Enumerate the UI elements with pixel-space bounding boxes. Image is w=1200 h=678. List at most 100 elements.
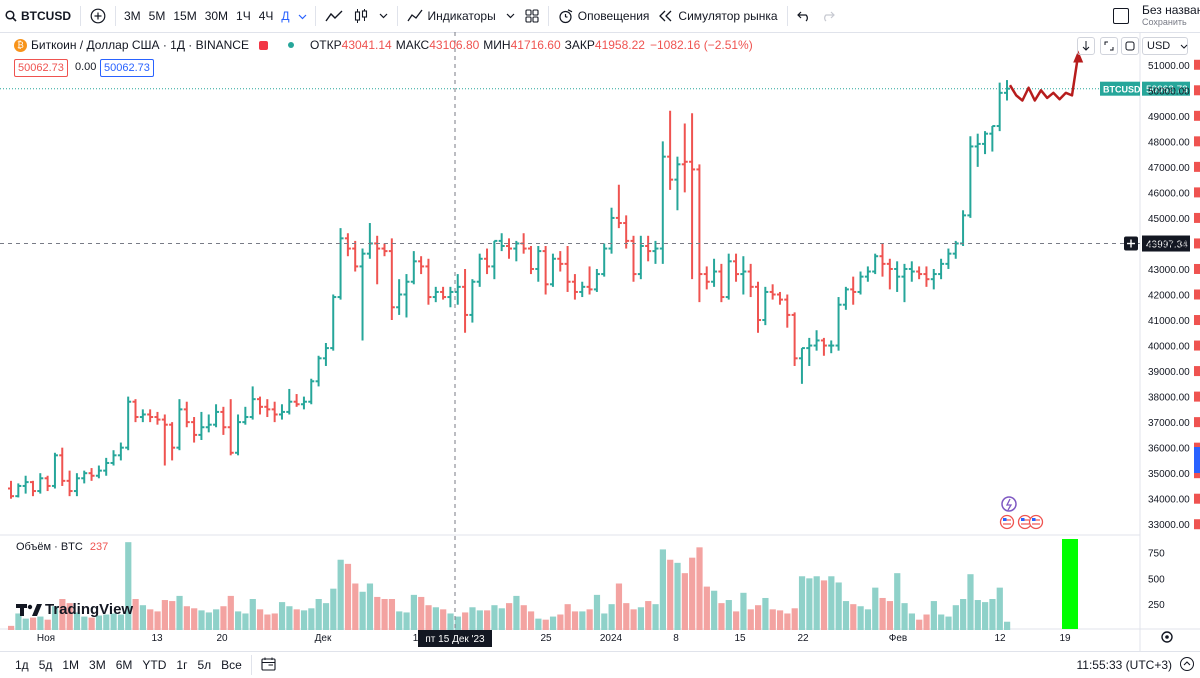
ohlc-bar[interactable] [8,480,14,499]
ohlc-bar[interactable] [820,337,827,356]
ohlc-bar[interactable] [1004,80,1010,101]
ohlc-bar[interactable] [586,266,593,295]
ohlc-bar[interactable] [432,286,439,303]
templates-button[interactable] [520,0,544,32]
ohlc-bar[interactable] [183,401,190,428]
ohlc-bar[interactable] [659,141,666,264]
ohlc-bar[interactable] [945,248,952,269]
ohlc-bar[interactable] [930,268,937,290]
ohlc-bar[interactable] [15,483,22,498]
ohlc-bar[interactable] [652,240,659,264]
ohlc-bar[interactable] [330,294,337,351]
redo-button[interactable] [816,0,840,32]
ohlc-bar[interactable] [359,248,366,341]
range-0[interactable]: 1д [15,658,29,672]
ohlc-bar[interactable] [300,396,307,410]
range-2[interactable]: 1М [62,658,80,672]
ohlc-bar[interactable] [51,452,58,489]
clock[interactable]: 11:55:33 (UTC+3) [1076,658,1173,672]
interval-5[interactable]: 4Ч [258,9,274,23]
range-5[interactable]: YTD [142,658,167,672]
ohlc-bar[interactable] [278,404,285,420]
ohlc-bar[interactable] [718,263,725,303]
ohlc-bar[interactable] [960,210,967,246]
ohlc-bar[interactable] [103,457,110,476]
ohlc-bar[interactable] [381,243,388,257]
ohlc-bar[interactable] [139,409,146,423]
ohlc-bar[interactable] [506,238,512,259]
ohlc-bar[interactable] [938,258,945,280]
ohlc-bar[interactable] [271,401,278,423]
ohlc-bar[interactable] [95,465,102,479]
ohlc-bar[interactable] [835,297,842,351]
ohlc-bar[interactable] [227,399,234,456]
scale-handle[interactable] [1194,447,1200,473]
collapse-button[interactable] [1180,657,1194,671]
ohlc-bar[interactable] [798,347,805,384]
ohlc-bar[interactable] [308,378,315,405]
ohlc-bar[interactable] [498,233,505,252]
ohlc-bar[interactable] [176,399,183,451]
ohlc-bar[interactable] [557,251,564,272]
ohlc-bar[interactable] [645,235,652,262]
ohlc-bar[interactable] [418,256,425,275]
ohlc-bar[interactable] [542,246,549,295]
chart-type-line-button[interactable] [320,0,348,32]
ohlc-bar[interactable] [864,266,871,282]
ohlc-bar[interactable] [132,399,139,423]
ohlc-bar[interactable] [784,294,791,328]
ohlc-bar[interactable] [469,279,476,323]
range-8[interactable]: Все [221,658,242,672]
tradingview-logo[interactable]: TradingView [16,601,133,618]
interval-6[interactable]: Д [281,9,290,23]
ohlc-bar[interactable] [916,266,923,280]
interval-0[interactable]: 3М [124,9,141,23]
ohlc-bar[interactable] [322,343,329,366]
fullscreen-button[interactable] [1100,37,1118,55]
compare-button[interactable] [85,0,111,32]
range-6[interactable]: 1г [176,658,188,672]
range-4[interactable]: 6М [115,658,133,672]
ohlc-bar[interactable] [491,239,498,280]
chevron-down-icon[interactable] [294,9,311,23]
ohlc-bar[interactable] [66,470,73,497]
ohlc-bar[interactable] [806,337,813,366]
ohlc-bar[interactable] [894,261,901,292]
ohlc-bar[interactable] [513,240,520,262]
ohlc-bar[interactable] [403,274,410,318]
lightning-event-icon[interactable] [1001,496,1017,512]
ohlc-bar[interactable] [535,246,542,282]
sell-price-button[interactable]: 50062.73 [14,59,68,77]
ohlc-bar[interactable] [755,281,761,333]
layout-name-button[interactable]: Без назван Сохранить [1134,4,1200,28]
symbol-title[interactable]: Биткоин / Доллар США · 1Д · BINANCE [31,38,249,52]
ohlc-bar[interactable] [571,274,578,300]
us-flag-event-icon[interactable] [1028,514,1044,530]
ohlc-bar[interactable] [161,414,168,466]
range-3[interactable]: 3М [89,658,106,672]
ohlc-bar[interactable] [484,248,491,275]
ohlc-bar[interactable] [147,409,154,423]
ohlc-bar[interactable] [476,253,483,287]
ohlc-bar[interactable] [776,291,783,305]
ohlc-bar[interactable] [44,475,51,492]
scroll-to-realtime-button[interactable] [1077,37,1095,55]
ohlc-bar[interactable] [462,268,469,333]
ohlc-bar[interactable] [81,470,88,484]
chart-canvas[interactable]: BTCUSD 50062.73 43997.34 51000.00 50000.00 4… [0,32,1200,677]
ohlc-bar[interactable] [747,263,754,298]
ohlc-bar[interactable] [249,386,256,420]
ohlc-bar[interactable] [630,235,637,282]
ohlc-bar[interactable] [923,266,930,287]
ohlc-bar[interactable] [235,414,242,456]
ohlc-bar[interactable] [733,253,740,282]
ohlc-bar[interactable] [850,276,857,305]
ohlc-bar[interactable] [205,414,212,433]
undo-button[interactable] [792,0,816,32]
alerts-button[interactable]: Оповещения [553,0,655,32]
ohlc-bar[interactable] [901,263,908,303]
ohlc-bar[interactable] [857,271,864,295]
ohlc-bar[interactable] [762,286,769,326]
ohlc-bar[interactable] [593,268,600,292]
price-axis[interactable]: 51000.00 50000.00 49000.00 48000.00 47000.00… [1148,59,1200,611]
